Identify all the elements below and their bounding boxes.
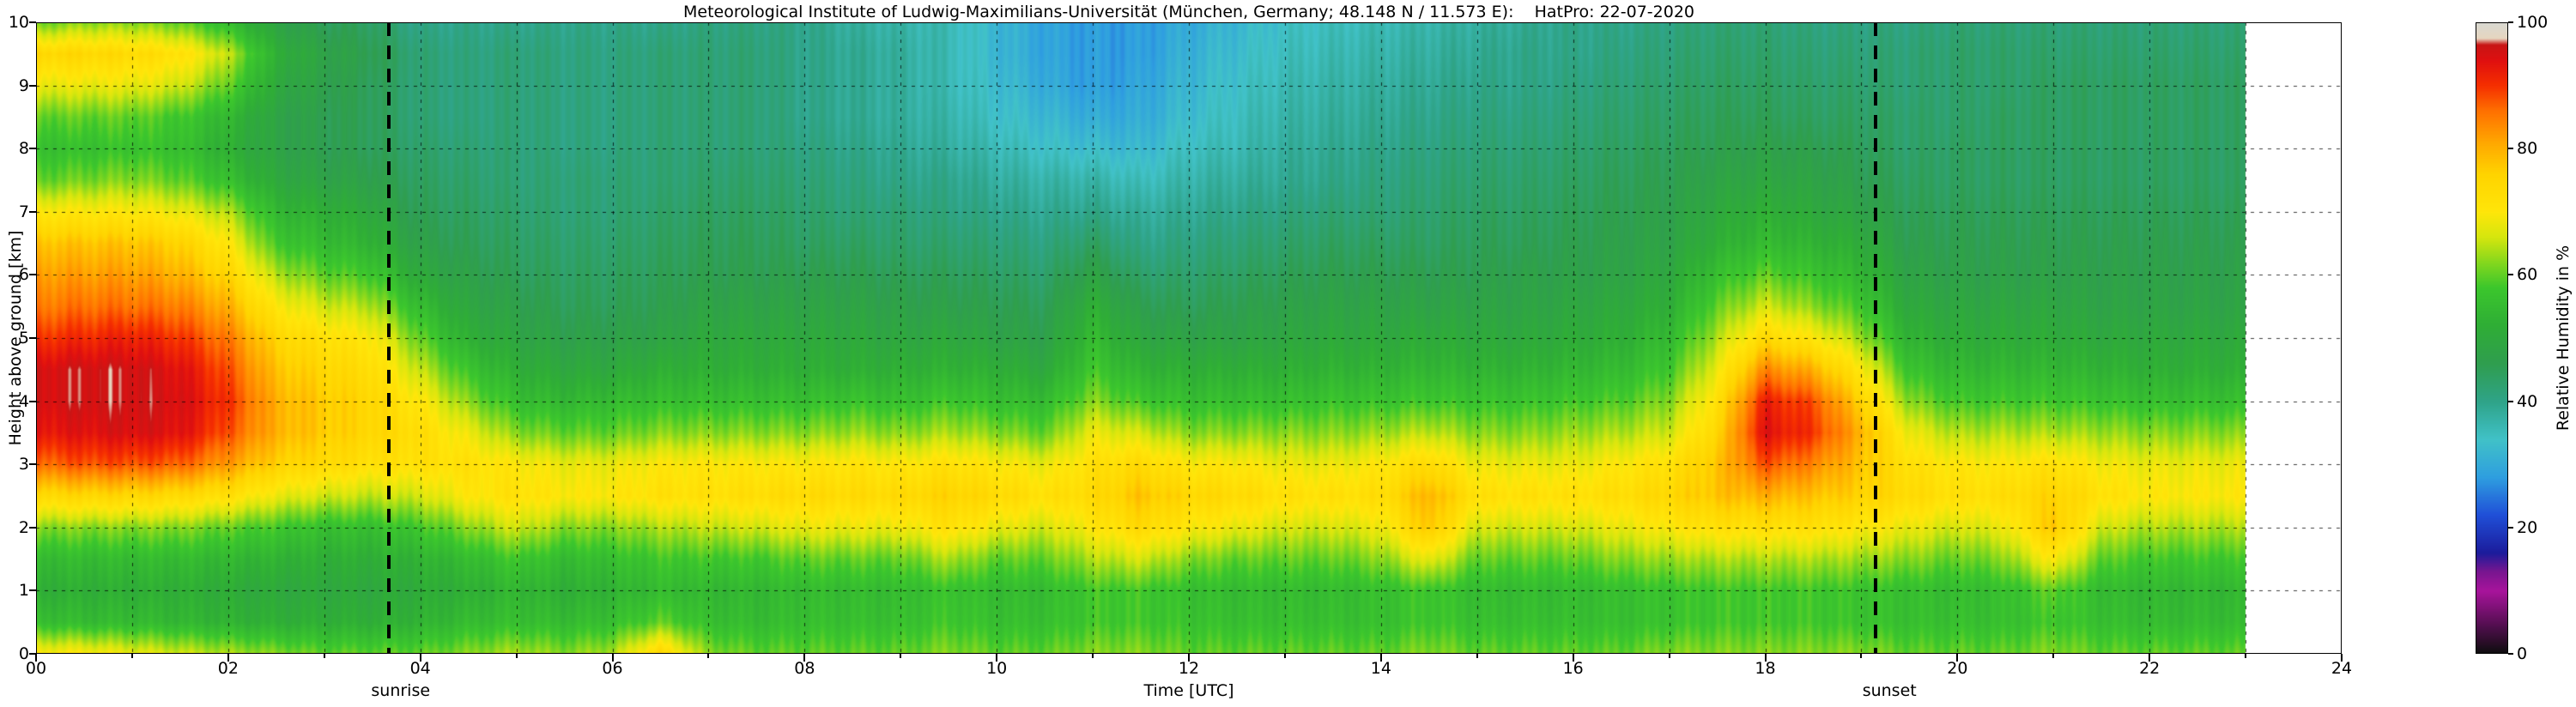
x-tick-label: 06: [602, 659, 623, 678]
y-tick-mark: [29, 400, 36, 402]
y-tick-label: 4: [18, 391, 29, 411]
y-tick-mark: [29, 526, 36, 529]
y-tick-label: 0: [18, 644, 29, 663]
x-minor-tick-mark: [1860, 654, 1863, 658]
x-minor-tick-mark: [1476, 654, 1478, 658]
y-tick-mark: [29, 210, 36, 213]
colorbar-tick-label: 40: [2517, 391, 2538, 411]
y-tick-label: 8: [18, 139, 29, 159]
chart-title: Meteorological Institute of Ludwig-Maxim…: [682, 3, 1695, 21]
y-tick-mark: [29, 21, 36, 23]
colorbar-tick-mark: [2508, 274, 2513, 276]
x-tick-label: 12: [1178, 659, 1200, 678]
colorbar-tick-label: 20: [2517, 517, 2538, 537]
x-minor-tick-mark: [2245, 654, 2247, 658]
sunrise-line: [386, 22, 391, 654]
x-tick-mark: [996, 654, 998, 662]
y-tick-label: 7: [18, 202, 29, 221]
x-tick-label: 16: [1562, 659, 1584, 678]
y-tick-label: 1: [18, 581, 29, 601]
x-minor-tick-mark: [1283, 654, 1286, 658]
x-tick-mark: [2149, 654, 2151, 662]
x-minor-tick-mark: [515, 654, 518, 658]
x-tick-label: 02: [217, 659, 239, 678]
y-tick-label: 2: [18, 517, 29, 537]
x-minor-tick-mark: [2052, 654, 2055, 658]
colorbar-tick-mark: [2508, 526, 2513, 529]
x-minor-tick-mark: [323, 654, 325, 658]
colorbar-tick-mark: [2508, 148, 2513, 150]
colorbar-tick-mark: [2508, 400, 2513, 402]
colorbar-tick-label: 60: [2517, 265, 2538, 285]
y-tick-mark: [29, 589, 36, 592]
y-tick-mark: [29, 274, 36, 276]
y-tick-mark: [29, 463, 36, 466]
y-tick-mark: [29, 84, 36, 87]
x-minor-tick-mark: [1092, 654, 1094, 658]
y-tick-mark: [29, 653, 36, 655]
sunrise-annotation: sunrise: [371, 681, 431, 700]
x-tick-mark: [1188, 654, 1190, 662]
plot-area: [36, 22, 2342, 654]
y-tick-mark: [29, 337, 36, 339]
x-minor-tick-mark: [130, 654, 133, 658]
x-axis-label: Time [UTC]: [1143, 681, 1234, 700]
x-tick-label: 04: [409, 659, 431, 678]
x-tick-label: 10: [986, 659, 1008, 678]
colorbar-tick-label: 80: [2517, 139, 2538, 159]
x-tick-mark: [227, 654, 229, 662]
x-tick-mark: [611, 654, 614, 662]
x-tick-label: 22: [2139, 659, 2161, 678]
x-tick-label: 20: [1947, 659, 1968, 678]
x-tick-label: 00: [25, 659, 47, 678]
x-minor-tick-mark: [707, 654, 710, 658]
y-tick-mark: [29, 148, 36, 150]
x-tick-mark: [1764, 654, 1767, 662]
x-tick-mark: [2341, 654, 2343, 662]
colorbar-tick-label: 100: [2517, 13, 2549, 32]
x-minor-tick-mark: [1668, 654, 1670, 658]
colorbar-tick-mark: [2508, 21, 2513, 23]
x-minor-tick-mark: [900, 654, 902, 658]
x-tick-mark: [419, 654, 421, 662]
y-tick-label: 9: [18, 76, 29, 95]
y-tick-label: 5: [18, 329, 29, 347]
x-tick-mark: [35, 654, 37, 662]
x-tick-label: 08: [794, 659, 815, 678]
y-tick-label: 6: [18, 265, 29, 285]
colorbar: [2476, 22, 2508, 654]
x-tick-mark: [803, 654, 806, 662]
colorbar-label: Relative Humidity in %: [2554, 245, 2573, 432]
heatmap-canvas: [36, 22, 2342, 654]
y-tick-label: 10: [8, 13, 29, 32]
y-tick-label: 3: [18, 455, 29, 474]
colorbar-canvas: [2476, 22, 2508, 654]
sunset-line: [1874, 22, 1878, 654]
x-tick-mark: [1572, 654, 1574, 662]
colorbar-tick-mark: [2508, 653, 2513, 655]
colorbar-tick-label: 0: [2517, 644, 2528, 663]
x-tick-mark: [1956, 654, 1959, 662]
x-tick-mark: [1379, 654, 1382, 662]
sunset-annotation: sunset: [1862, 681, 1917, 700]
x-tick-label: 18: [1755, 659, 1776, 678]
x-tick-label: 24: [2331, 659, 2353, 678]
x-tick-label: 14: [1370, 659, 1391, 678]
